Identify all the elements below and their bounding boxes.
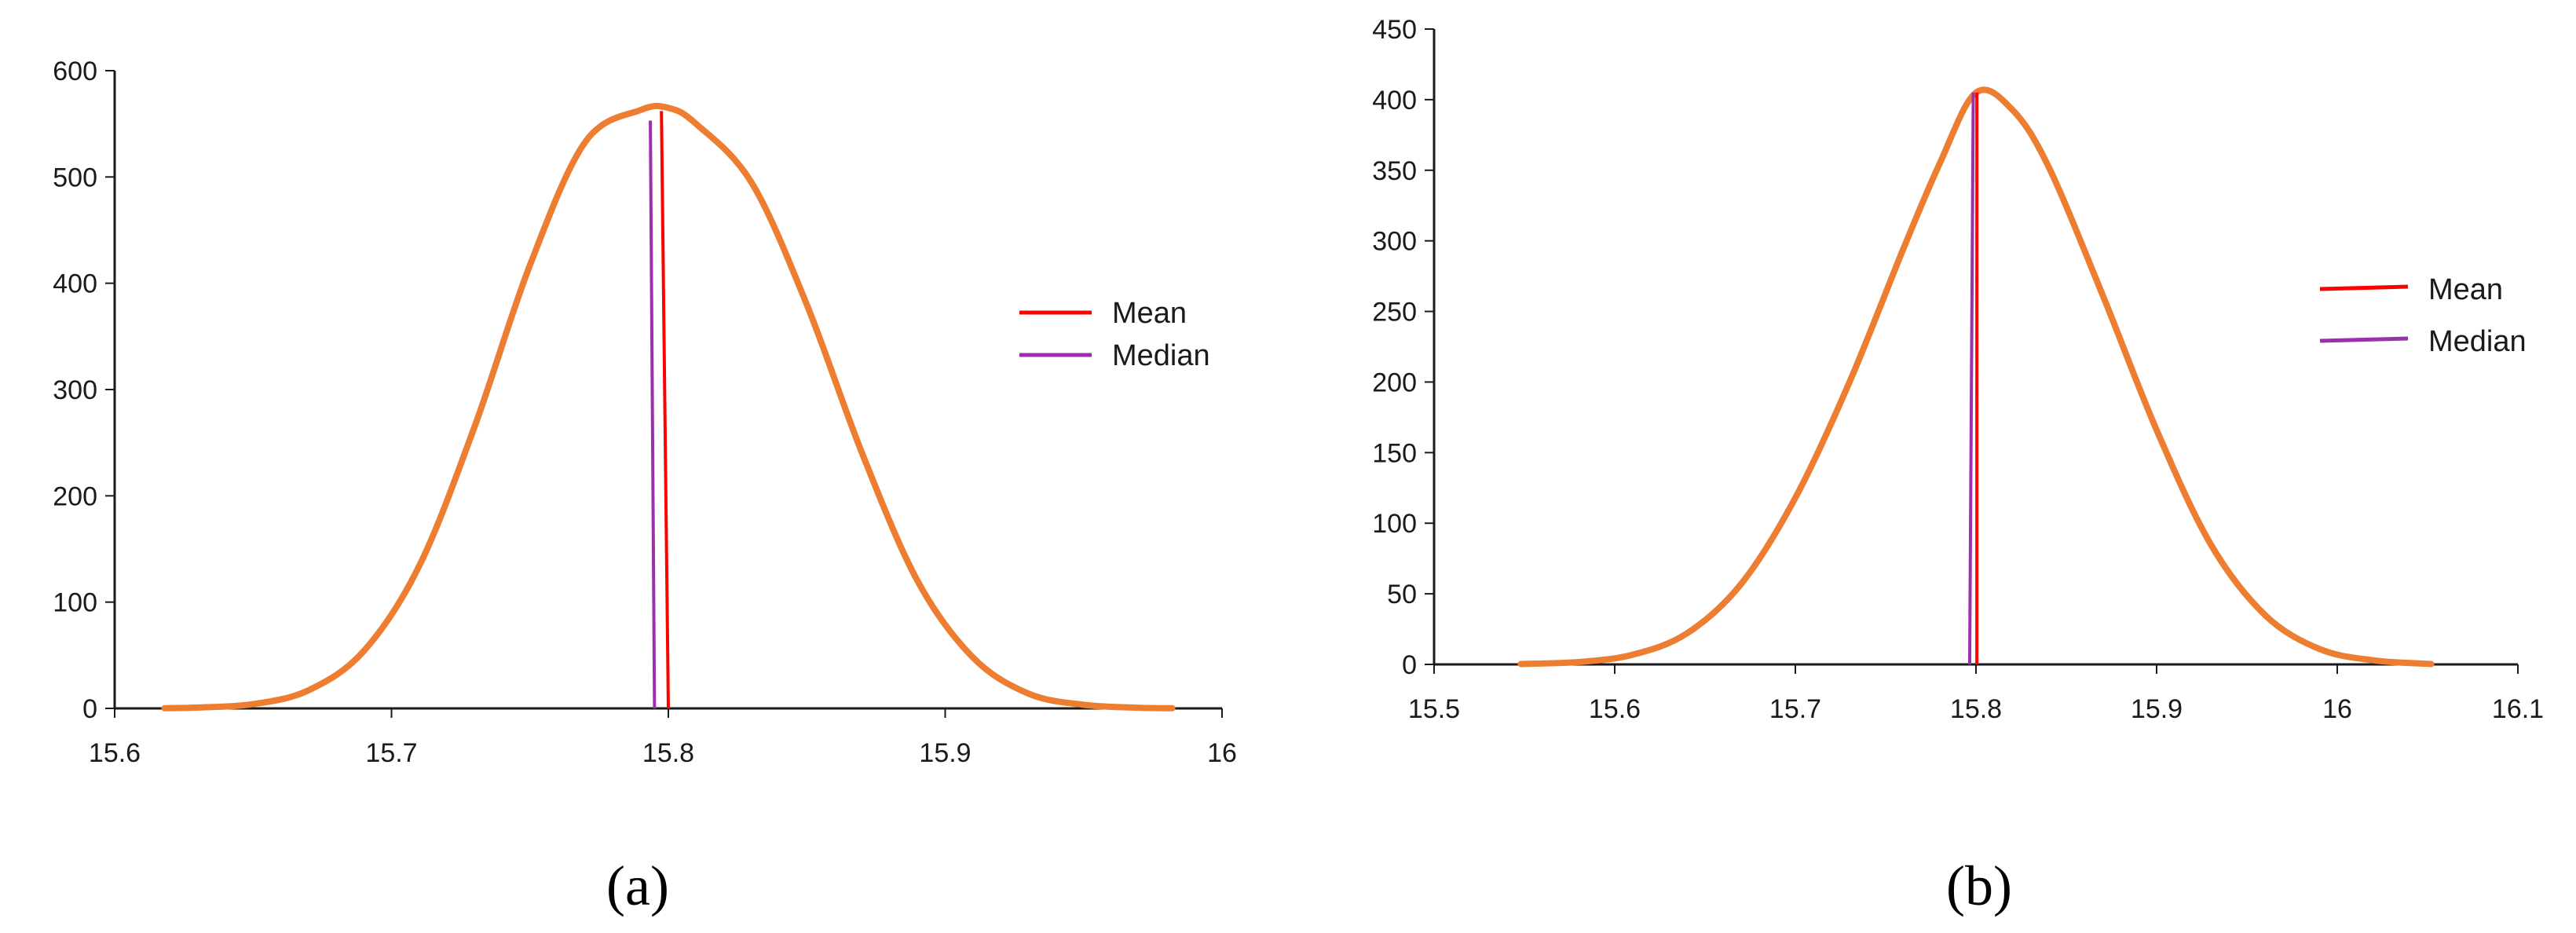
legend-swatch-mean	[2319, 284, 2409, 291]
y-tick-label: 300	[53, 375, 97, 405]
x-tick-label: 15.6	[1589, 694, 1641, 724]
y-tick-label: 50	[1387, 580, 1417, 609]
x-tick-label: 15.8	[1950, 694, 2002, 724]
panel-label-b: (b)	[1946, 854, 2012, 917]
median-line	[1967, 92, 1975, 665]
x-tick-label: 15.8	[642, 738, 694, 768]
y-tick-label: 100	[1372, 509, 1417, 539]
y-tick-label: 450	[1372, 15, 1417, 45]
y-tick-label: 500	[53, 163, 97, 192]
legend-label-mean: Mean	[2428, 273, 2503, 306]
density-curve	[1517, 86, 2435, 668]
chart-panel-a: 0 100 200 300 400 500 600 15.6 15.7 15.8 15.9 16 Mea…	[53, 57, 1237, 768]
y-tick-label: 250	[1372, 298, 1417, 327]
chart-panel-b: 0 50 100 150 200 250 300 350 400 450 15.5 15.6 15.7 1…	[1372, 15, 2544, 724]
x-tick-label: 16	[1207, 738, 1237, 768]
legend-label-mean: Mean	[1112, 297, 1187, 330]
density-curve	[161, 102, 1176, 712]
median-line	[649, 120, 657, 709]
x-tick-label: 16	[2322, 694, 2352, 724]
y-tick-label: 0	[82, 694, 97, 724]
legend-swatch-median	[2319, 336, 2409, 343]
y-tick-label: 600	[53, 57, 97, 86]
mean-line	[660, 111, 670, 709]
y-tick-label: 350	[1372, 156, 1417, 186]
x-tick-label: 15.9	[919, 738, 971, 768]
x-tick-label: 16.1	[2492, 694, 2544, 724]
x-tick-label: 15.7	[365, 738, 417, 768]
legend-label-median: Median	[2428, 325, 2527, 358]
panel-label-a: (a)	[606, 854, 669, 917]
y-tick-label: 100	[53, 588, 97, 618]
x-tick-label: 15.5	[1408, 694, 1460, 724]
y-tick-label: 200	[1372, 368, 1417, 397]
y-tick-label: 400	[1372, 86, 1417, 115]
legend-label-median: Median	[1112, 339, 1210, 372]
x-tick-label: 15.7	[1769, 694, 1821, 724]
x-tick-label: 15.9	[2131, 694, 2183, 724]
y-tick-label: 400	[53, 269, 97, 299]
x-tick-label: 15.6	[89, 738, 141, 768]
y-tick-label: 200	[53, 481, 97, 511]
y-tick-label: 150	[1372, 438, 1417, 468]
y-tick-label: 300	[1372, 227, 1417, 257]
y-tick-label: 0	[1402, 650, 1417, 680]
